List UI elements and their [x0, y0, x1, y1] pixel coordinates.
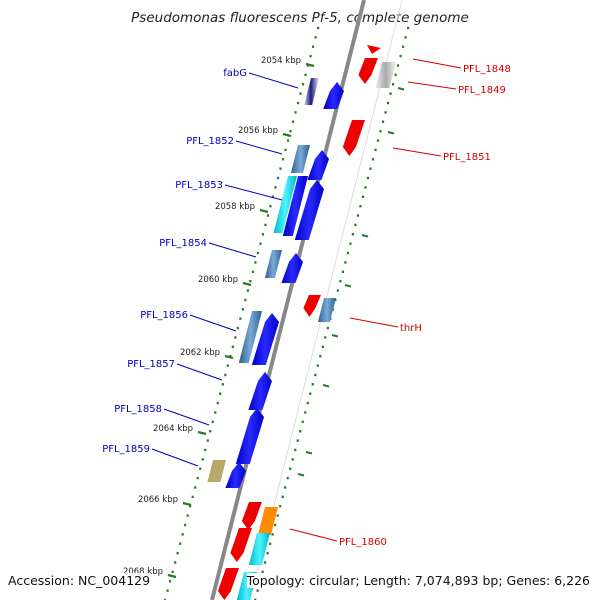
scale-tick — [197, 430, 207, 436]
gene-PFL_1858-arrow — [235, 408, 264, 464]
gene-PFL_1857-arrow — [248, 372, 272, 410]
reverse-minor-tick — [297, 473, 305, 477]
gene-PFL_1853-cyan — [273, 176, 297, 233]
reverse-leader-line — [392, 147, 442, 157]
forward-leader-line — [235, 140, 283, 155]
gene-PFL_1856-box — [238, 311, 262, 363]
scale-tick-label: 2054 kbp — [261, 56, 301, 66]
gene-PFL_1852-arrow — [307, 150, 329, 180]
gene-PFL_1860-arrow — [241, 502, 262, 530]
scale-tick-label: 2062 kbp — [180, 348, 220, 358]
scale-tick-label: 2064 kbp — [153, 424, 193, 434]
forward-leader-line — [248, 72, 299, 89]
gene-PFL_1861-cyan — [248, 533, 270, 565]
reverse-leader-line — [407, 81, 457, 90]
gene-PFL_1861-arrow — [230, 528, 252, 562]
forward-gene-label: PFL_1859 — [102, 444, 150, 455]
reverse-minor-tick — [305, 451, 313, 455]
gene-thrH-box — [317, 298, 336, 322]
forward-leader-line — [151, 448, 199, 467]
reverse-gene-label: PFL_1860 — [339, 537, 387, 548]
reverse-leader-line — [412, 58, 462, 69]
genome-summary: Topology: circular; Length: 7,074,893 bp… — [246, 573, 590, 588]
reverse-leader-line — [289, 528, 338, 542]
reverse-leader-line — [349, 317, 399, 328]
gene-PFL_1851-arrow — [342, 120, 365, 156]
gene-thrH-arrow — [303, 295, 321, 317]
scale-tick-label: 2068 kbp — [123, 567, 163, 577]
scale-tick — [182, 501, 192, 507]
gene-PFL_1853-blue — [282, 176, 308, 236]
reverse-gene-label: PFL_1848 — [463, 64, 511, 75]
forward-gene-label: PFL_1852 — [186, 136, 234, 147]
reverse-minor-tick — [331, 334, 339, 338]
map-title: Pseudomonas fluorescens Pf-5, complete g… — [131, 10, 469, 26]
gene-fabG-arrow — [323, 82, 344, 109]
reverse-minor-tick — [397, 87, 405, 91]
scale-tick — [282, 132, 292, 138]
scale-tick-label: 2066 kbp — [138, 495, 178, 505]
gene-PFL_1848-tip — [367, 45, 381, 54]
scale-tick — [167, 573, 177, 579]
gene-PFL_1859-box — [207, 460, 226, 482]
gene-PFL_1849-box — [375, 62, 396, 88]
forward-gene-label: fabG — [223, 68, 247, 79]
scale-tick — [305, 62, 315, 68]
reverse-ruler — [254, 26, 410, 600]
forward-leader-line — [163, 408, 210, 426]
reverse-gene-label: PFL_1849 — [458, 85, 506, 96]
gene-PFL_1854-box — [264, 250, 282, 278]
scale-tick-label: 2058 kbp — [215, 202, 255, 212]
accession-text: Accession: NC_004129 — [8, 573, 151, 588]
reverse-minor-tick — [322, 384, 330, 388]
forward-leader-line — [208, 242, 257, 258]
scale-tick — [242, 281, 252, 287]
forward-gene-label: PFL_1858 — [114, 404, 162, 415]
reverse-minor-tick — [361, 234, 369, 238]
forward-gene-label: PFL_1856 — [140, 310, 188, 321]
gene-PFL_1859-arrow — [225, 462, 246, 488]
forward-leader-line — [189, 314, 237, 332]
gene-PFL_1854-arrow — [281, 253, 303, 283]
gene-PFL_1860-orange — [257, 507, 278, 535]
reverse-minor-tick — [387, 131, 395, 135]
gene-fabG-box — [304, 78, 319, 105]
gene-PFL_1862-arrow — [217, 568, 239, 600]
forward-gene-label: PFL_1853 — [175, 180, 223, 191]
forward-leader-line — [224, 184, 283, 201]
scale-tick-label: 2060 kbp — [198, 275, 238, 285]
gene-PFL_1852-box — [290, 145, 310, 173]
reverse-gene-label: thrH — [400, 323, 422, 334]
gene-PFL_1853-arrow — [294, 180, 324, 240]
forward-gene-label: PFL_1857 — [127, 359, 175, 370]
forward-gene-label: PFL_1854 — [159, 238, 207, 249]
scale-tick — [224, 354, 234, 360]
forward-leader-line — [176, 363, 223, 381]
gene-PFL_1856-arrow — [251, 313, 279, 365]
scale-tick-label: 2056 kbp — [238, 126, 278, 136]
reverse-minor-tick — [344, 284, 352, 288]
scale-tick — [259, 208, 269, 214]
gene-PFL_1848-arrow — [358, 58, 378, 84]
reverse-gene-label: PFL_1851 — [443, 152, 491, 163]
